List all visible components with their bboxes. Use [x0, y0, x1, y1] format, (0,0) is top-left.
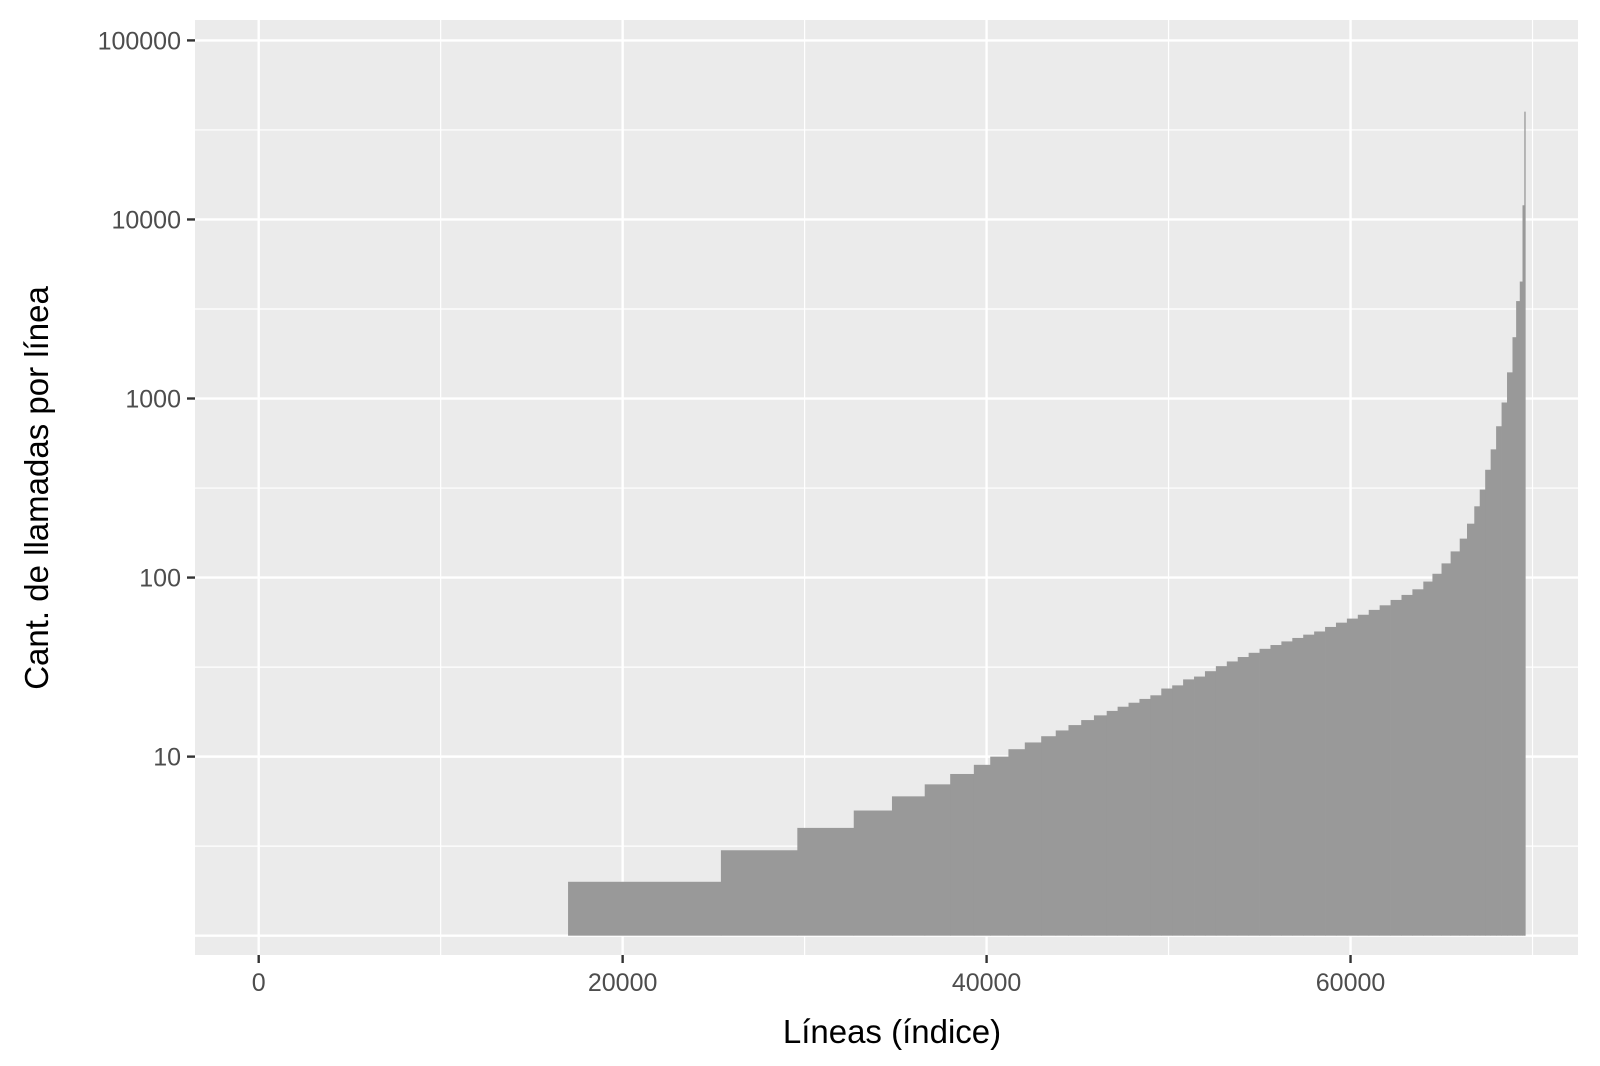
step-bar [853, 810, 893, 936]
step-bar [1314, 631, 1326, 936]
y-tick-label: 10000 [111, 206, 181, 234]
y-tick-label: 100000 [98, 27, 181, 55]
step-bar [1215, 666, 1228, 936]
step-bar [1379, 605, 1391, 936]
step-bar [950, 773, 975, 936]
step-bar [1485, 469, 1492, 936]
step-bar [1068, 725, 1082, 936]
step-bar [1139, 698, 1151, 936]
step-bar [1237, 657, 1250, 936]
step-bar [720, 850, 798, 936]
step-bar [1270, 645, 1282, 936]
step-bar [973, 764, 991, 936]
step-bar [1412, 589, 1424, 936]
step-bar [990, 756, 1009, 936]
step-bar [1390, 599, 1402, 936]
step-bar [1357, 614, 1370, 936]
step-bar [1008, 749, 1026, 936]
step-bar [1479, 489, 1486, 936]
x-tick-label: 40000 [952, 969, 1022, 997]
step-bar [1259, 648, 1271, 936]
step-bar [1204, 671, 1217, 936]
step-bar [1474, 506, 1481, 936]
x-tick-label: 60000 [1316, 969, 1386, 997]
step-bar [1161, 688, 1173, 936]
x-tick-label: 0 [252, 969, 266, 997]
step-bar [1117, 706, 1129, 936]
y-tick-label: 100 [139, 565, 181, 593]
y-tick-label: 1000 [125, 386, 181, 414]
step-bar [1432, 573, 1442, 936]
step-bar [1519, 281, 1523, 936]
x-axis-title: Líneas (índice) [783, 1013, 1001, 1050]
step-bar [924, 784, 951, 936]
step-bar [1226, 661, 1239, 936]
step-bar [1522, 205, 1525, 936]
step-bar [1128, 702, 1140, 936]
step-bar [1459, 538, 1468, 936]
step-bar [1081, 720, 1095, 936]
step-bar [1183, 679, 1195, 936]
step-bar [1106, 710, 1119, 936]
step-bar [1368, 609, 1381, 936]
x-axis: 0 20000 40000 60000 [252, 955, 1386, 997]
step-bar [1423, 581, 1433, 936]
x-tick-label: 20000 [588, 969, 658, 997]
step-bar [1172, 685, 1184, 936]
y-axis: 10 100 1000 10000 100000 [98, 27, 195, 772]
step-bar [1496, 426, 1502, 936]
step-bar [1450, 551, 1461, 936]
step-bar [1512, 337, 1517, 936]
step-bar [1150, 695, 1162, 936]
step-bar [1024, 742, 1042, 936]
step-bar [1248, 652, 1260, 936]
step-bar [1335, 622, 1348, 936]
step-bar [568, 881, 722, 936]
step-bar [1093, 715, 1108, 936]
step-bar [1292, 637, 1304, 936]
step-bar [1041, 736, 1057, 936]
step-bar [1467, 523, 1475, 936]
y-tick-label: 10 [153, 744, 181, 772]
step-bar [1194, 676, 1206, 936]
step-bar [1441, 563, 1452, 936]
grid-minor [195, 20, 1578, 955]
step-bar [1516, 301, 1521, 936]
step-bar [1501, 402, 1508, 936]
data-area [568, 111, 1526, 936]
step-bar [1303, 634, 1315, 936]
y-axis-title: Cant. de llamadas por línea [18, 286, 55, 690]
step-bar [1325, 626, 1337, 936]
step-bar [1055, 730, 1069, 936]
step-bar [891, 796, 926, 936]
step-bar [1401, 594, 1413, 936]
step-bar [1490, 449, 1497, 936]
step-bar [797, 827, 855, 936]
step-bar [1281, 641, 1293, 936]
step-bar [1346, 618, 1359, 936]
step-bar [1524, 111, 1526, 936]
step-bar [1507, 372, 1513, 936]
